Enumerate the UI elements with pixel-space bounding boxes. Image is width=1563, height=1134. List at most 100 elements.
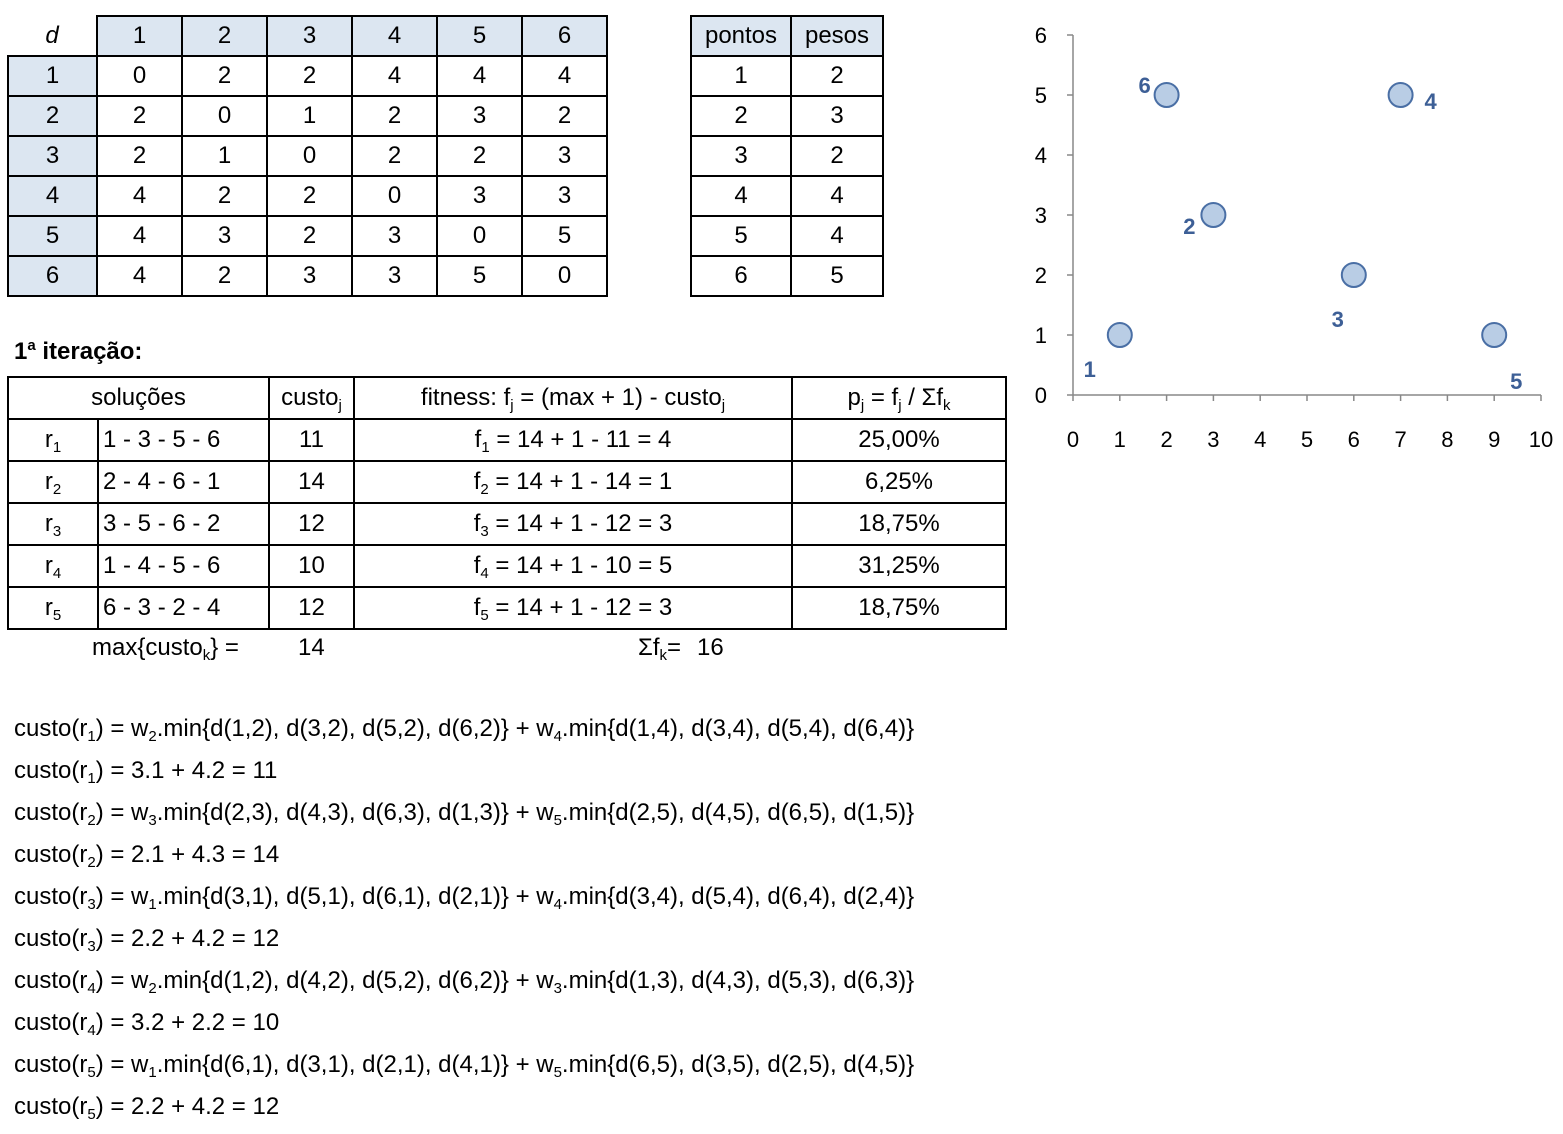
solution-id: r2 (7, 460, 99, 504)
max-cost-value: 14 (298, 634, 325, 661)
table-cell: 3 (266, 255, 353, 297)
data-point (1481, 322, 1508, 348)
table-cell: 2 (96, 95, 183, 137)
header-fitness: fitness: fj = (max + 1) - custoj (353, 376, 793, 420)
formula-line: custo(r3) = w1.min{d(3,1), d(5,1), d(6,1… (14, 883, 915, 913)
table-cell: 0 (96, 55, 183, 97)
solution-route: 6 - 3 - 2 - 4 (97, 586, 270, 630)
solution-fitness: f5 = 14 + 1 - 12 = 3 (353, 586, 793, 630)
formula-line: custo(r2) = 2.1 + 4.3 = 14 (14, 841, 280, 871)
y-tick-label: 2 (1035, 263, 1047, 288)
x-tick-label: 2 (1160, 427, 1172, 452)
y-tick-label: 1 (1035, 323, 1047, 348)
table-cell: 2 (351, 135, 438, 177)
table-row: 4 4 2 2 0 3 3 (7, 175, 608, 217)
table-row: r1 1 - 3 - 5 - 6 11 f1 = 14 + 1 - 11 = 4… (7, 418, 1007, 462)
table-cell: 0 (266, 135, 353, 177)
solution-route: 2 - 4 - 6 - 1 (97, 460, 270, 504)
y-tick-label: 3 (1035, 203, 1047, 228)
table-cell: 3 (436, 95, 523, 137)
fitness-sum-value: 16 (697, 634, 724, 661)
table-cell: 2 (96, 135, 183, 177)
solution-fitness: f1 = 14 + 1 - 11 = 4 (353, 418, 793, 462)
solution-cost: 12 (268, 586, 355, 630)
point-label: 4 (1424, 89, 1437, 114)
table-cell: 0 (351, 175, 438, 217)
solution-probability: 31,25% (791, 544, 1007, 588)
row-header: 5 (7, 215, 98, 257)
x-tick-label: 3 (1207, 427, 1219, 452)
weights-header-row: pontos pesos (690, 15, 884, 57)
formula-line: custo(r5) = w1.min{d(6,1), d(3,1), d(2,1… (14, 1051, 915, 1081)
solutions-table: soluções custoj fitness: fj = (max + 1) … (7, 376, 1007, 630)
x-tick-label: 8 (1441, 427, 1453, 452)
max-cost-label: max{custok} = (92, 634, 239, 664)
solution-route: 1 - 4 - 5 - 6 (97, 544, 270, 588)
solution-cost: 12 (268, 502, 355, 546)
table-cell: 4 (96, 175, 183, 217)
iteration-ordinal: a (27, 337, 36, 354)
solution-id: r5 (7, 586, 99, 630)
solution-probability: 18,75% (791, 502, 1007, 546)
formula-line: custo(r1) = w2.min{d(1,2), d(3,2), d(5,2… (14, 715, 915, 745)
table-cell: 2 (351, 95, 438, 137)
table-cell: 1 (266, 95, 353, 137)
table-cell: 3 (790, 95, 884, 137)
x-tick-label: 0 (1067, 427, 1079, 452)
solution-probability: 18,75% (791, 586, 1007, 630)
distance-col-header: 2 (181, 15, 268, 57)
solution-id: r3 (7, 502, 99, 546)
y-tick-label: 5 (1035, 83, 1047, 108)
iteration-title-text: iteração: (35, 338, 143, 365)
scatter-chart: 0 1 2 3 4 5 6 0 1 2 3 4 5 6 7 8 9 10 1 2 3 4 5 6 (1035, 23, 1553, 452)
solutions-header-row: soluções custoj fitness: fj = (max + 1) … (7, 376, 1007, 420)
table-cell: 4 (521, 55, 608, 97)
table-cell: 5 (521, 215, 608, 257)
iteration-number: 1 (14, 338, 28, 365)
solution-cost: 10 (268, 544, 355, 588)
table-cell: 1 (690, 55, 792, 97)
table-cell: 3 (436, 175, 523, 217)
table-cell: 3 (351, 215, 438, 257)
table-cell: 2 (790, 135, 884, 177)
table-cell: 3 (521, 175, 608, 217)
table-row: r2 2 - 4 - 6 - 1 14 f2 = 14 + 1 - 14 = 1… (7, 460, 1007, 504)
distance-col-header: 1 (96, 15, 183, 57)
table-cell: 2 (690, 95, 792, 137)
weights-header-pontos: pontos (690, 15, 792, 57)
table-row: 6 4 2 3 3 5 0 (7, 255, 608, 297)
x-tick-label: 4 (1254, 427, 1266, 452)
table-cell: 4 (96, 215, 183, 257)
formula-line: custo(r4) = w2.min{d(1,2), d(4,2), d(5,2… (14, 967, 915, 997)
solution-probability: 6,25% (791, 460, 1007, 504)
solution-id: r1 (7, 418, 99, 462)
solution-cost: 11 (268, 418, 355, 462)
data-point (1106, 322, 1133, 348)
table-cell: 4 (790, 215, 884, 257)
distance-corner: d (45, 21, 59, 49)
distance-table: d 1 2 3 4 5 6 1 0 2 2 4 4 4 2 2 0 1 2 3 … (7, 15, 608, 297)
data-point (1387, 82, 1414, 108)
table-cell: 4 (690, 175, 792, 217)
table-cell: 3 (181, 215, 268, 257)
table-cell: 3 (521, 135, 608, 177)
data-point (1153, 82, 1180, 108)
row-header: 3 (7, 135, 98, 177)
solution-fitness: f4 = 14 + 1 - 10 = 5 (353, 544, 793, 588)
y-tick-label: 0 (1035, 383, 1047, 408)
table-cell: 0 (181, 95, 268, 137)
fitness-sum-label: Σfk= (638, 634, 682, 664)
row-header: 1 (7, 55, 98, 97)
distance-col-header: 6 (521, 15, 608, 57)
table-cell: 4 (351, 55, 438, 97)
table-cell: 2 (181, 55, 268, 97)
x-tick-label: 7 (1394, 427, 1406, 452)
point-label: 5 (1510, 369, 1522, 394)
header-solucoes: soluções (7, 376, 270, 420)
x-tick-label: 1 (1114, 427, 1126, 452)
formula-line: custo(r4) = 3.2 + 2.2 = 10 (14, 1009, 280, 1039)
table-row: r4 1 - 4 - 5 - 6 10 f4 = 14 + 1 - 10 = 5… (7, 544, 1007, 588)
point-label: 2 (1183, 214, 1195, 239)
